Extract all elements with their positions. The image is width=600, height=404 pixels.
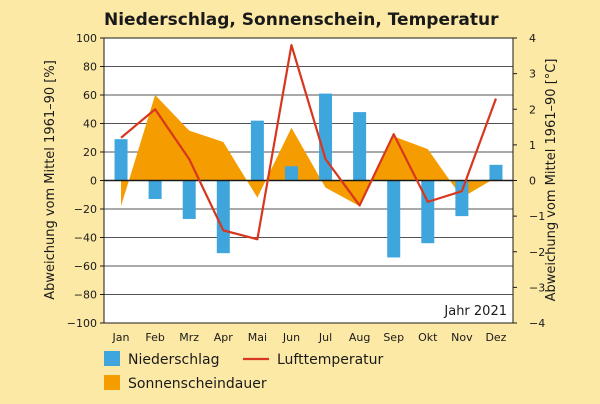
x-tick-label: Okt <box>418 331 438 344</box>
precipitation-bar <box>114 139 128 181</box>
y-tick-left-label: −60 <box>74 260 97 273</box>
y-tick-right-label: 1 <box>529 139 536 152</box>
y-tick-left-label: −100 <box>67 317 97 330</box>
y-tick-right-label: −4 <box>529 317 545 330</box>
x-tick-label: Mai <box>248 331 267 344</box>
sunshine-area-path <box>121 95 496 207</box>
temperature-line <box>120 44 497 241</box>
precipitation-bar <box>387 180 401 258</box>
y-axis-right-label: Abweichung vom Mittel 1961–90 [°C] <box>544 59 559 302</box>
x-tick-label: Feb <box>145 331 164 344</box>
precipitation-bar <box>353 112 367 181</box>
plot-area: Jahr 2021 <box>103 37 514 324</box>
y-tick-left-label: 60 <box>83 89 97 102</box>
temperature-series-line <box>120 44 497 241</box>
y-tick-right-label: −3 <box>529 281 545 294</box>
x-tick-label: Aug <box>349 331 370 344</box>
precipitation-bar <box>250 120 264 181</box>
y-axis-right-ticks: −4 −3 −2 −1 0 1 2 3 4 <box>513 32 545 330</box>
x-tick-label: Jul <box>318 331 332 344</box>
y-tick-left-label: −80 <box>74 289 97 302</box>
legend-label: Sonnenscheindauer <box>128 376 267 392</box>
y-tick-left-label: −40 <box>74 232 97 245</box>
y-tick-right-label: 0 <box>529 175 536 188</box>
y-tick-right-label: 4 <box>529 32 536 45</box>
y-tick-right-label: −1 <box>529 210 545 223</box>
x-tick-label: Mrz <box>179 331 199 344</box>
precipitation-bar <box>489 164 503 181</box>
y-tick-left-label: −20 <box>74 203 97 216</box>
y-tick-left-label: 40 <box>83 118 97 131</box>
legend-swatch <box>104 351 120 366</box>
precipitation-bar <box>284 166 298 181</box>
x-tick-label: Jun <box>282 331 300 344</box>
y-tick-left-label: 100 <box>76 32 97 45</box>
y-tick-right-label: −2 <box>529 246 545 259</box>
y-axis-left-ticks: −100 −80 −60 −40 −20 0 20 40 60 80 100 <box>67 32 104 330</box>
legend: Niederschlag Lufttemperatur Sonnenscheinda… <box>104 351 384 392</box>
y-tick-right-label: 2 <box>529 103 536 116</box>
x-tick-label: Apr <box>214 331 234 344</box>
y-tick-left-label: 0 <box>90 175 97 188</box>
legend-swatch <box>104 375 120 390</box>
x-tick-label: Jan <box>112 331 130 344</box>
precipitation-bar <box>148 180 162 200</box>
precipitation-bar <box>182 180 196 219</box>
x-tick-label: Dez <box>485 331 506 344</box>
precipitation-bar <box>455 180 469 217</box>
precipitation-bar <box>216 180 230 254</box>
precipitation-bar <box>319 93 333 181</box>
sunshine-area <box>121 95 496 207</box>
y-tick-right-label: 3 <box>529 68 536 81</box>
precipitation-bars <box>114 93 503 258</box>
year-annotation: Jahr 2021 <box>443 304 507 319</box>
precipitation-bar <box>421 180 435 244</box>
y-axis-left-label: Abweichung vom Mittel 1961–90 [%] <box>43 60 58 300</box>
legend-label: Niederschlag <box>128 352 219 368</box>
x-tick-label: Sep <box>383 331 404 344</box>
chart-title: Niederschlag, Sonnenschein, Temperatur <box>104 10 499 30</box>
x-axis-ticks: Jan Feb Mrz Apr Mai Jun Jul Aug Sep Okt Nov Dez <box>112 331 507 344</box>
x-tick-label: Nov <box>451 331 473 344</box>
legend-label: Lufttemperatur <box>277 352 384 368</box>
y-tick-left-label: 20 <box>83 146 97 159</box>
y-tick-left-label: 80 <box>83 61 97 74</box>
